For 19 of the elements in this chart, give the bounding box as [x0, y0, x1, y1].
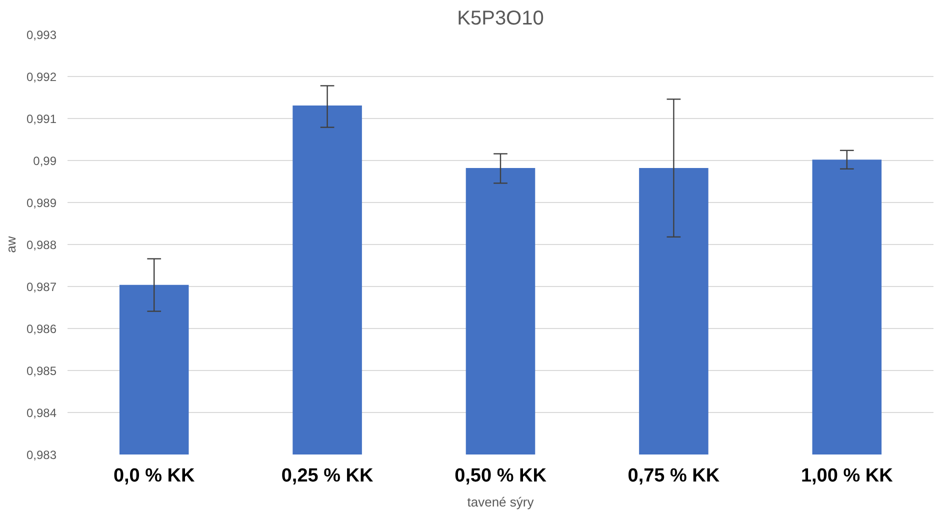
- x-tick-label: 0,75 % KK: [628, 466, 720, 486]
- y-tick-label: 0,984: [26, 406, 57, 420]
- x-tick-label: 0,0 % KK: [113, 466, 196, 486]
- y-tick-label: 0,986: [26, 322, 57, 336]
- chart-title: K5P3O10: [457, 8, 544, 30]
- x-tick-label: 0,25 % KK: [281, 466, 374, 486]
- y-tick-label: 0,991: [26, 112, 57, 126]
- y-tick-label: 0,983: [26, 448, 57, 462]
- x-tick-label: 0,50 % KK: [454, 466, 547, 486]
- y-tick-label: 0,992: [26, 70, 57, 84]
- y-tick-label: 0,993: [26, 28, 57, 42]
- x-tick-label: 1,00 % KK: [800, 466, 894, 486]
- y-tick-label: 0,985: [26, 364, 57, 378]
- x-axis-title: tavené sýry: [467, 494, 534, 510]
- y-tick-label: 0,988: [26, 238, 57, 252]
- y-tick-label: 0,99: [33, 154, 57, 168]
- y-tick-label: 0,989: [26, 196, 57, 210]
- y-tick-label: 0,987: [26, 280, 57, 294]
- y-axis-title: aw: [3, 236, 18, 253]
